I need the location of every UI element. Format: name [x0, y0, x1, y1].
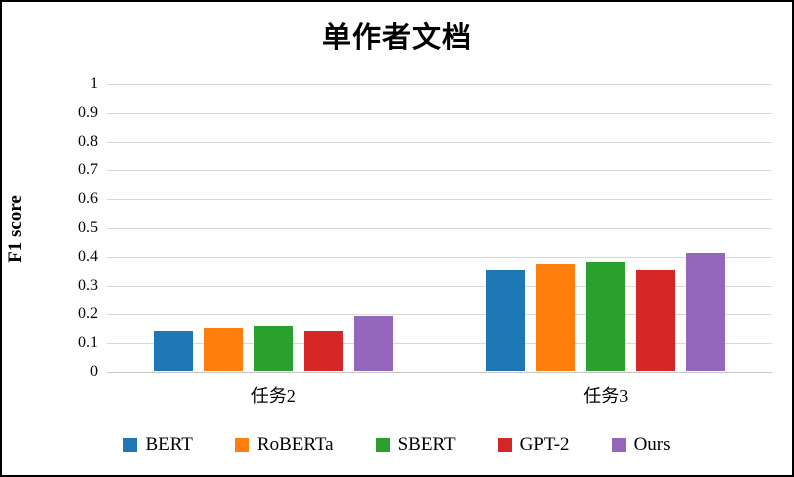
x-category-label: 任务3	[583, 386, 629, 406]
bar-sbert	[253, 326, 293, 371]
legend-label: BERT	[145, 434, 193, 455]
bar-group	[153, 316, 393, 371]
legend-swatch-icon	[611, 438, 626, 452]
bar-gpt-2	[636, 270, 676, 371]
gridline	[107, 285, 772, 287]
bar-bert	[486, 270, 526, 371]
legend-item-ours: Ours	[611, 434, 671, 456]
bar-gpt-2	[303, 331, 343, 371]
legend-item-roberta: RoBERTa	[234, 434, 334, 456]
y-tick-label: 0.3	[78, 276, 98, 294]
y-tick-label: 1	[90, 75, 98, 92]
y-tick-label: 0	[90, 363, 98, 380]
y-tick-label: 0.9	[78, 103, 98, 121]
y-axis-title: F1 score	[5, 195, 26, 263]
legend-label: GPT-2	[519, 434, 570, 455]
bar-group	[486, 253, 726, 371]
bar-ours	[686, 253, 726, 371]
y-tick-label: 0.1	[78, 334, 98, 352]
gridline	[107, 84, 772, 85]
legend-label: Ours	[633, 434, 671, 455]
x-category-label: 任务2	[250, 386, 296, 406]
bar-bert	[153, 331, 193, 371]
gridline	[107, 141, 772, 143]
y-tick-label: 0.8	[78, 132, 98, 150]
gridline	[107, 256, 772, 258]
y-tick-label: 0.5	[78, 219, 98, 236]
legend: BERT RoBERTa SBERT GPT-2 Ours	[2, 434, 792, 456]
chart-title: 单作者文档	[321, 22, 472, 54]
gridline	[107, 199, 772, 201]
gridline	[107, 314, 772, 316]
legend-swatch-icon	[234, 438, 249, 452]
bar-roberta	[536, 264, 576, 371]
plot-area: 任务2 任务3	[107, 84, 772, 406]
gridline	[107, 228, 772, 229]
x-axis-line	[107, 372, 772, 373]
legend-item-bert: BERT	[123, 434, 193, 456]
legend-label: RoBERTa	[256, 434, 334, 455]
legend-swatch-icon	[497, 438, 512, 452]
y-tick-label: 0.4	[78, 247, 98, 265]
bar-ours	[353, 316, 393, 371]
legend-label: SBERT	[397, 434, 456, 455]
y-tick-label: 0.6	[78, 190, 98, 208]
legend-item-sbert: SBERT	[375, 434, 456, 456]
gridline	[107, 170, 772, 172]
legend-swatch-icon	[375, 438, 390, 452]
y-tick-label: 0.2	[78, 305, 98, 323]
legend-swatch-icon	[123, 438, 138, 452]
gridline	[107, 343, 772, 345]
bar-sbert	[586, 262, 626, 371]
legend-item-gpt-2: GPT-2	[497, 434, 570, 456]
gridline	[107, 112, 772, 114]
bar-roberta	[203, 328, 243, 371]
y-tick-label: 0.7	[78, 161, 98, 179]
